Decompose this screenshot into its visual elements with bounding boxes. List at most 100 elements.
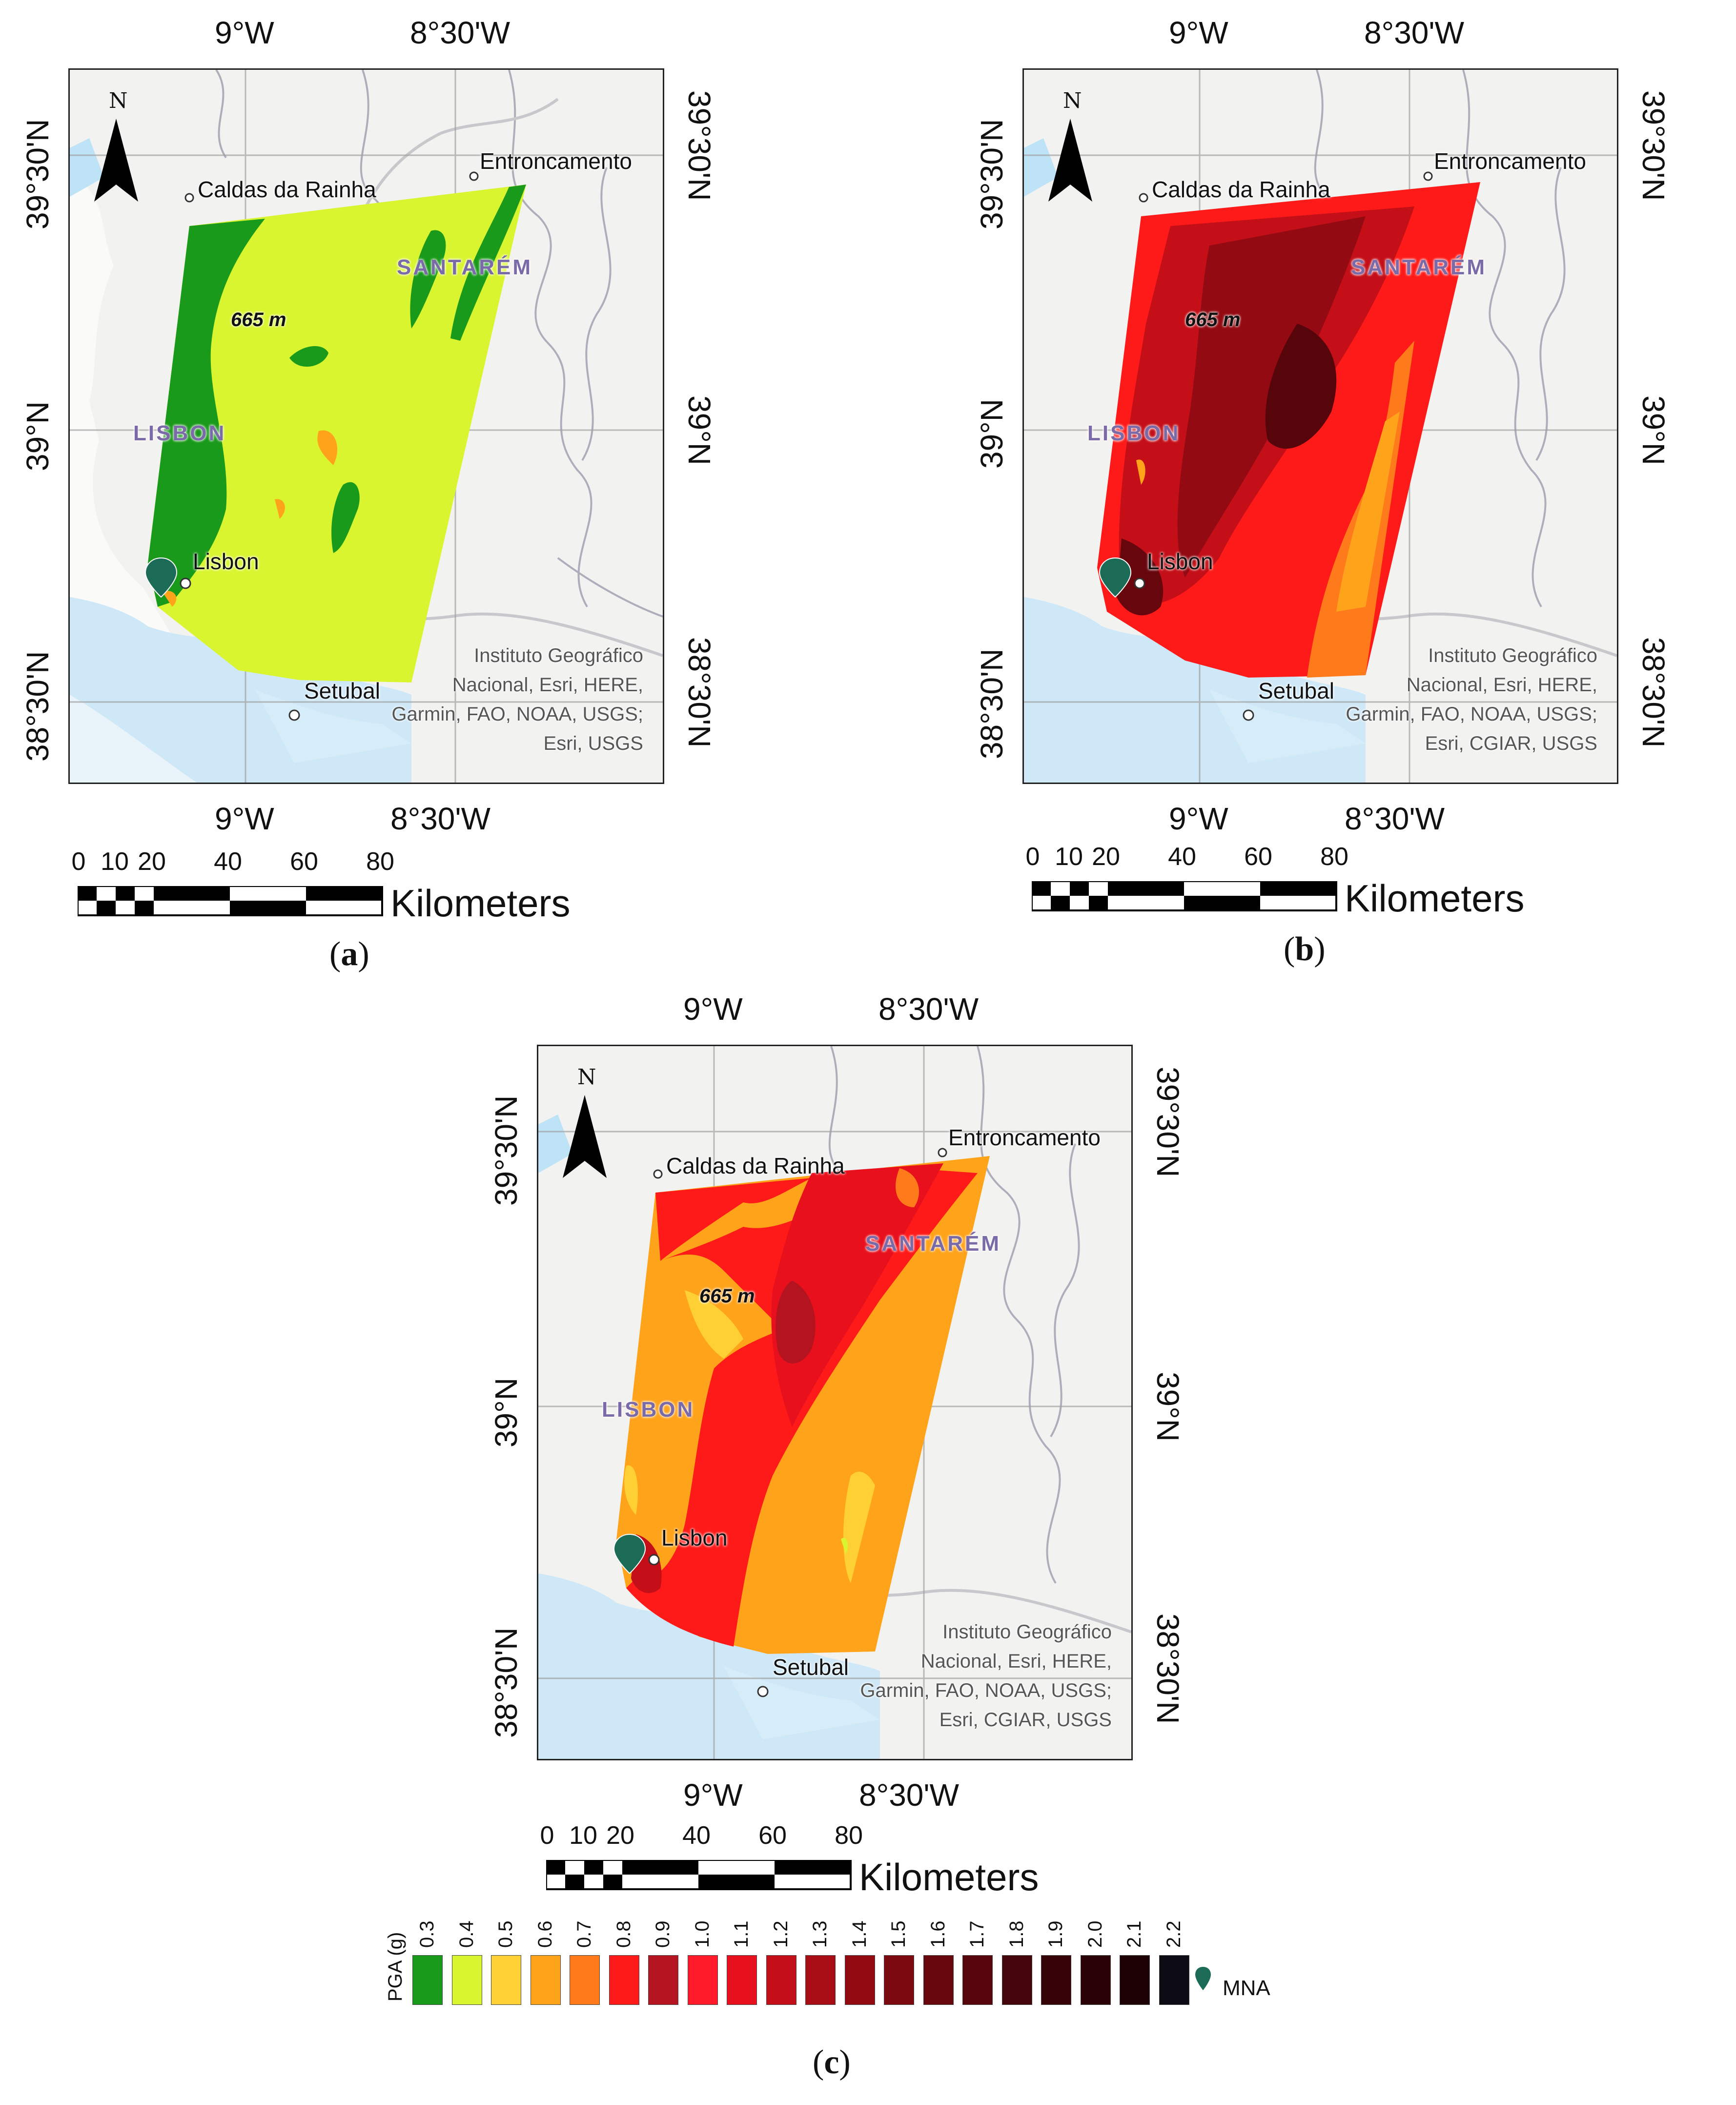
mna-marker (1099, 557, 1132, 598)
legend-swatch (1080, 1955, 1111, 2005)
city-label: Caldas da Rainha (1152, 177, 1330, 202)
legend-value-label: 2.2 (1163, 1920, 1185, 1948)
legend-swatch (491, 1955, 521, 2005)
legend-swatch (451, 1955, 482, 2005)
legend-swatch (609, 1955, 639, 2005)
right-lat-label: 39°30'N (1636, 90, 1671, 201)
elevation-label: 665 m (1185, 309, 1241, 330)
top-lon-label: 9°W (683, 991, 743, 1027)
city-label: Setubal (304, 678, 381, 703)
left-lat-label: 39°30'N (974, 119, 1009, 229)
legend-swatch (766, 1955, 797, 2005)
legend-value-label: 1.3 (809, 1920, 831, 1948)
bottom-lon-label: 8°30'W (859, 1777, 959, 1813)
city-label: Entroncamento (480, 148, 632, 174)
legend-swatch (570, 1955, 600, 2005)
top-lon-label: 8°30'W (1364, 15, 1464, 50)
legend-swatch (1041, 1955, 1071, 2005)
pga-field (616, 1156, 990, 1654)
left-lat-label: 39°N (489, 1378, 524, 1447)
legend-value-label: 0.8 (613, 1920, 634, 1948)
city-label: Entroncamento (948, 1125, 1101, 1150)
right-lat-label: 38°30'N (1150, 1613, 1185, 1724)
legend-swatch (530, 1955, 561, 2005)
city-label: Entroncamento (1434, 148, 1586, 174)
legend-swatch (923, 1955, 954, 2005)
city-label: Caldas da Rainha (666, 1153, 845, 1178)
pga-legend: PGA (g) 0.3 0.4 0.5 0.6 0.7 0.8 0.9 1.0 1.1 1.2 1.… (371, 1904, 1347, 2021)
region-label: LISBON (133, 421, 226, 445)
left-lat-label: 38°30'N (974, 648, 1009, 759)
city-label: Setubal (1258, 678, 1335, 703)
legend-value-label: 1.1 (731, 1920, 752, 1948)
bottom-lon-label: 9°W (215, 801, 274, 836)
north-label: N (1063, 88, 1082, 113)
legend-value-label: 0.9 (652, 1920, 674, 1948)
right-lat-label: 39°N (682, 395, 717, 465)
map-canvas (1024, 70, 1617, 783)
legend-swatch (805, 1955, 836, 2005)
right-lat-label: 39°30'N (1150, 1067, 1185, 1177)
bottom-lon-label: 9°W (1169, 801, 1228, 836)
mna-marker (144, 557, 178, 598)
top-lon-label: 8°30'W (878, 991, 979, 1027)
bottom-lon-label: 8°30'W (390, 801, 490, 836)
legend-value-label: 0.7 (573, 1920, 595, 1948)
panel-caption: (c) (813, 2043, 851, 2081)
right-lat-label: 39°30'N (682, 90, 717, 201)
right-lat-label: 38°30'N (682, 637, 717, 748)
elevation-label: 665 m (699, 1285, 755, 1307)
legend-swatch (727, 1955, 757, 2005)
top-lon-label: 9°W (1169, 15, 1228, 50)
map-canvas (70, 70, 663, 783)
legend-value-label: 1.9 (1045, 1920, 1066, 1948)
legend-value-label: 1.2 (770, 1920, 792, 1948)
region-label: SANTARÉM (397, 255, 533, 279)
legend-value-label: 0.3 (416, 1920, 438, 1948)
scale-unit-label: Kilometers (390, 882, 571, 925)
region-label: SANTARÉM (1351, 255, 1487, 279)
legend-title: PGA (g) (385, 1932, 406, 2002)
bottom-lon-label: 9°W (683, 1777, 743, 1813)
scale-bar-graphic (78, 886, 383, 916)
mna-marker (613, 1533, 646, 1574)
legend-swatch (844, 1955, 875, 2005)
map-frame: N Caldas da Rainha Entroncamento Lisbon … (68, 68, 664, 784)
attribution-text: Instituto Geográfico Nacional, Esri, HER… (391, 645, 643, 754)
right-lat-label: 39°N (1150, 1372, 1185, 1442)
legend-value-label: 1.8 (1005, 1920, 1027, 1948)
legend-swatch (687, 1955, 718, 2005)
city-label: Caldas da Rainha (198, 177, 376, 202)
scale-unit-label: Kilometers (1345, 877, 1525, 920)
mna-legend-label: MNA (1223, 1976, 1270, 2000)
attribution-text: Instituto Geográfico Nacional, Esri, HER… (1346, 645, 1597, 754)
city-label: Setubal (773, 1654, 849, 1680)
scale-bar-graphic (546, 1860, 852, 1890)
city-label: Lisbon (1147, 549, 1213, 574)
legend-value-label: 2.1 (1123, 1920, 1145, 1948)
legend-value-label: 0.6 (534, 1920, 556, 1948)
city-label: Lisbon (661, 1525, 728, 1550)
pga-field (148, 185, 526, 682)
legend-swatch (884, 1955, 914, 2005)
map-frame: N Caldas da Rainha Entroncamento Lisbon … (537, 1045, 1133, 1760)
north-arrow-icon (563, 1095, 607, 1178)
bottom-lon-label: 8°30'W (1345, 801, 1445, 836)
left-lat-label: 38°30'N (20, 651, 55, 762)
legend-value-label: 1.6 (927, 1920, 949, 1948)
legend-swatch (962, 1955, 993, 2005)
legend-swatch (1001, 1955, 1032, 2005)
left-lat-label: 38°30'N (489, 1627, 524, 1738)
city-label: Lisbon (193, 549, 259, 574)
map-canvas (538, 1046, 1131, 1759)
legend-swatch (1159, 1955, 1189, 2005)
mna-legend-marker (1195, 1967, 1211, 1990)
region-label: SANTARÉM (865, 1232, 1001, 1256)
scale-bar-graphic (1032, 881, 1337, 911)
legend-swatch (1120, 1955, 1150, 2005)
north-label: N (109, 88, 128, 113)
scale-unit-label: Kilometers (859, 1856, 1039, 1899)
left-lat-label: 39°30'N (20, 119, 55, 229)
legend-value-label: 1.5 (888, 1920, 909, 1948)
left-lat-label: 39°30'N (489, 1095, 524, 1206)
